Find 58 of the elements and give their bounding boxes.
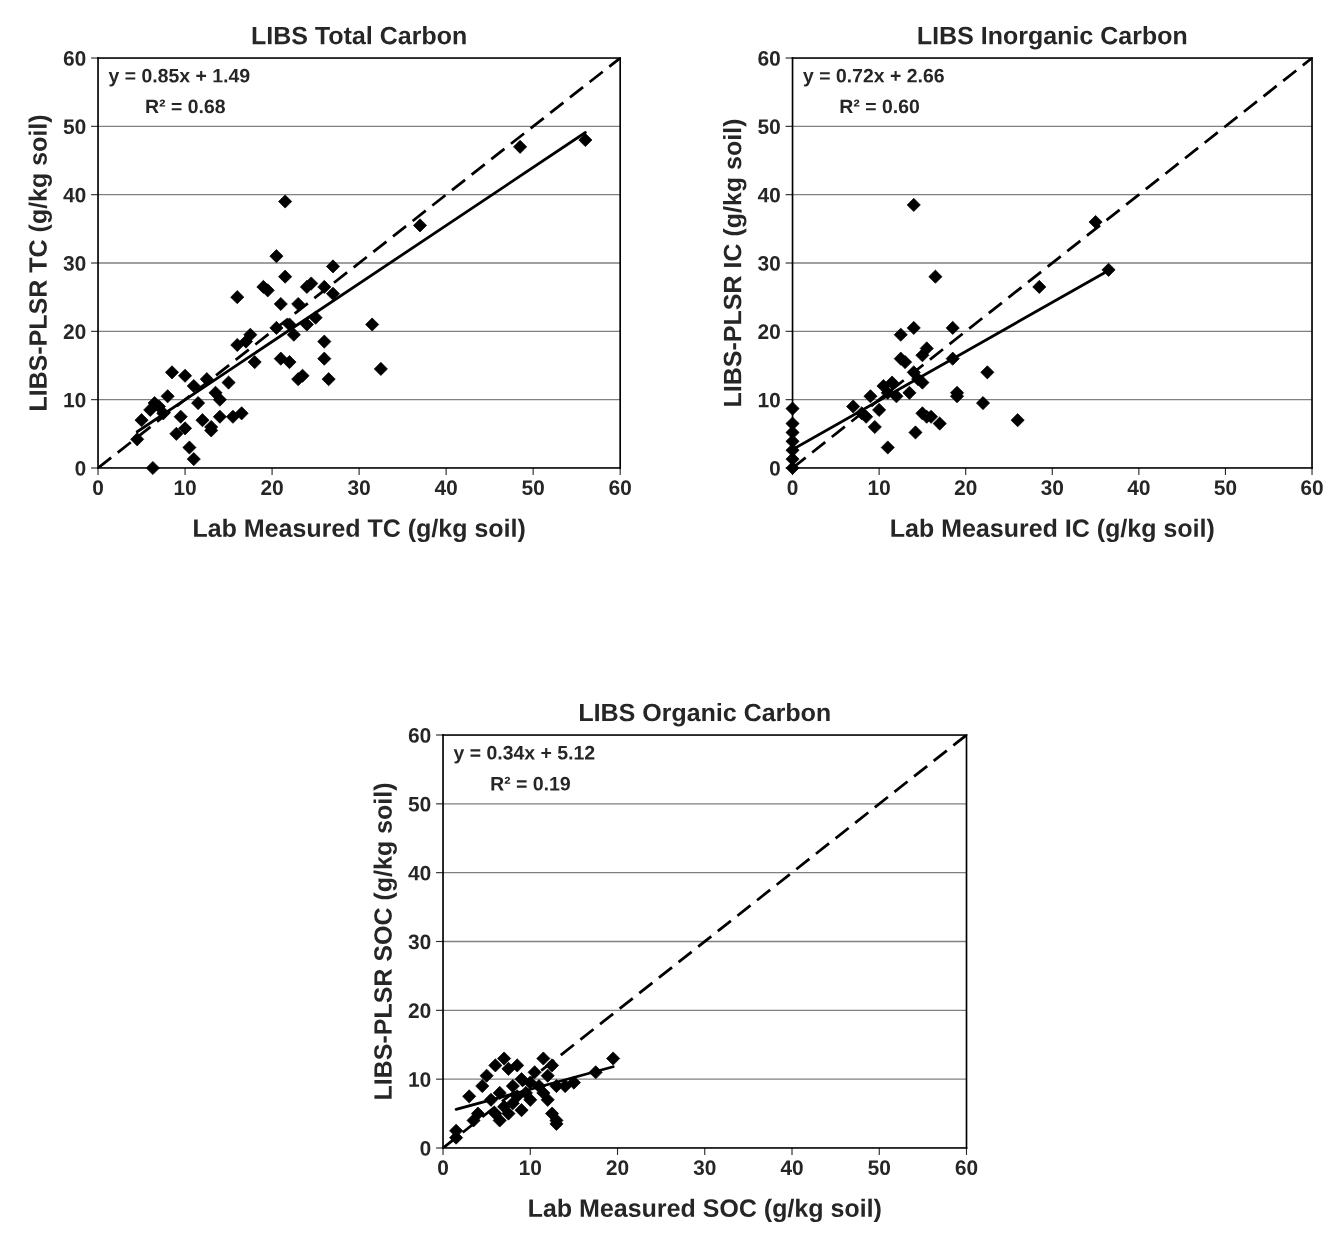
annotation: R² = 0.19: [491, 776, 570, 791]
y-tick-label: 0: [75, 460, 86, 476]
point: [510, 1058, 525, 1073]
annotation: y = 0.85x + 1.49: [108, 68, 250, 87]
chart-title: LIBS Inorganic Carbon: [918, 26, 1187, 50]
y-tick-label: 30: [408, 934, 431, 950]
x-tick-label: 60: [609, 480, 631, 496]
y-tick-label: 10: [758, 392, 780, 408]
x-tick-label: 0: [787, 480, 798, 496]
y-tick-label: 30: [758, 256, 780, 271]
x-axis-title: Lab Measured TC (g/kg soil): [194, 518, 525, 543]
x-tick-label: 40: [1127, 480, 1150, 496]
x-tick-label: 40: [434, 480, 457, 496]
x-tick-label: 10: [174, 480, 196, 496]
y-axis-title: LIBS-PLSR IC (g/kg soil): [723, 119, 747, 406]
y-axis-title: LIBS-PLSR TC (g/kg soil): [28, 115, 52, 410]
annotation: y = 0.34x + 5.12: [453, 745, 595, 764]
x-axis-title: Lab Measured IC (g/kg soil): [891, 518, 1214, 543]
x-axis-title: Lab Measured SOC (g/kg soil): [529, 1198, 881, 1223]
y-tick-label: 30: [63, 256, 86, 271]
x-tick-label: 40: [780, 1160, 803, 1176]
x-tick-label: 10: [520, 1160, 541, 1176]
y-tick-label: 60: [63, 51, 86, 66]
y-tick-label: 40: [408, 865, 431, 881]
y-tick-label: 20: [408, 1003, 431, 1019]
x-tick-label: 20: [954, 480, 977, 496]
annotation: R² = 0.60: [840, 99, 920, 114]
x-tick-label: 60: [955, 1160, 978, 1176]
x-tick-label: 50: [1214, 480, 1237, 496]
y-tick-label: 60: [408, 728, 431, 743]
y-tick-label: 60: [758, 51, 780, 66]
y-axis-title: LIBS-PLSR SOC (g/kg soil): [373, 783, 397, 1099]
y-tick-label: 20: [63, 324, 86, 340]
x-tick-label: 0: [438, 1160, 448, 1176]
x-tick-label: 20: [261, 480, 283, 496]
x-tick-label: 50: [522, 480, 544, 496]
y-tick-label: 0: [420, 1140, 431, 1156]
annotation: R² = 0.68: [146, 99, 225, 114]
y-tick-label: 40: [757, 187, 780, 203]
x-tick-label: 0: [93, 480, 103, 496]
y-tick-label: 10: [409, 1072, 431, 1087]
y-tick-label: 10: [64, 392, 86, 408]
annotation: y = 0.72x + 2.66: [803, 68, 944, 87]
y-tick-label: 0: [769, 460, 780, 476]
y-tick-label: 40: [63, 187, 86, 203]
y-tick-label: 50: [758, 119, 780, 135]
x-tick-label: 50: [868, 1160, 890, 1176]
x-tick-label: 30: [1041, 480, 1064, 496]
x-tick-label: 30: [348, 480, 370, 496]
x-tick-label: 30: [693, 1160, 716, 1176]
chart-title: LIBS Total Carbon: [252, 26, 466, 45]
y-tick-label: 50: [63, 119, 86, 135]
x-tick-label: 10: [868, 480, 890, 496]
x-tick-label: 60: [1301, 480, 1323, 496]
y-tick-label: 50: [408, 796, 431, 812]
y-tick-label: 20: [758, 324, 780, 340]
x-tick-label: 20: [606, 1160, 629, 1176]
chart-title: LIBS Organic Carbon: [580, 703, 830, 727]
